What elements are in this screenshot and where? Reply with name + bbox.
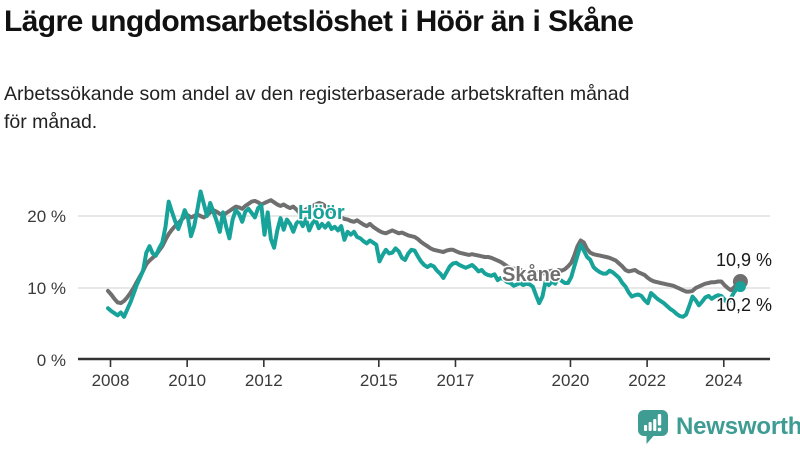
x-tick-label: 2012 (245, 371, 283, 390)
x-tick-label: 2017 (437, 371, 475, 390)
x-tick-label: 2015 (360, 371, 398, 390)
newsworthy-logo: Newsworthy (637, 409, 800, 445)
skane-end-value-label: 10,9 % (716, 250, 772, 270)
newsworthy-logo-text: Newsworthy (676, 413, 800, 440)
hoor-series-label: Höör (298, 202, 345, 224)
y-tick-label: 10 % (27, 279, 66, 298)
newsworthy-logo-icon (638, 410, 668, 444)
y-tick-label: 0 % (37, 351, 66, 370)
subtitle-line-1: Arbetssökande som andel av den registerb… (4, 83, 630, 105)
x-tick-label: 2024 (705, 371, 743, 390)
x-tick-label: 2008 (92, 371, 130, 390)
hoor-end-value-label: 10,2 % (716, 295, 772, 315)
hoor-line (106, 189, 743, 319)
hoor-end-dot (734, 281, 746, 293)
chart-subtitle: Arbetssökande som andel av den registerb… (4, 80, 796, 136)
subtitle-line-2: för månad. (4, 111, 98, 133)
y-tick-label: 20 % (27, 207, 66, 226)
chart-title: Lägre ungdomsarbetslöshet i Höör än i Sk… (4, 5, 634, 38)
x-tick-label: 2020 (552, 371, 590, 390)
x-tick-label: 2010 (168, 371, 206, 390)
skane-series-label: Skåne (502, 263, 561, 286)
x-tick-label: 2022 (628, 371, 666, 390)
